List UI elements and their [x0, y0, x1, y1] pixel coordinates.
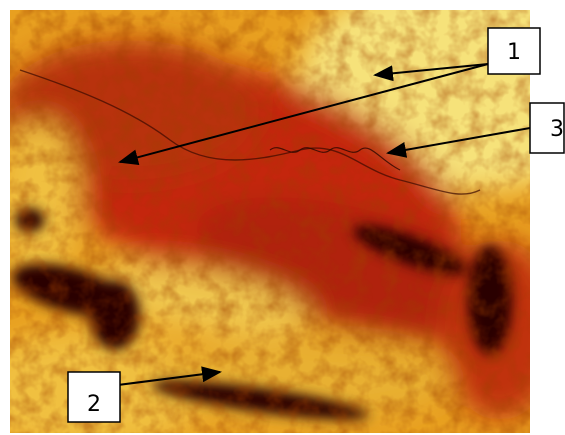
label: 2 — [87, 392, 101, 417]
label: 1 — [507, 40, 521, 65]
label-box: 3 — [530, 103, 564, 153]
label-box: 1 — [488, 28, 540, 74]
label-box: 2 — [68, 372, 120, 422]
label: 3 — [550, 117, 564, 142]
page: 1 3 2 (() => { const data = JSON.parse(d… — [0, 0, 565, 435]
figure: 1 3 2 — [0, 0, 565, 435]
